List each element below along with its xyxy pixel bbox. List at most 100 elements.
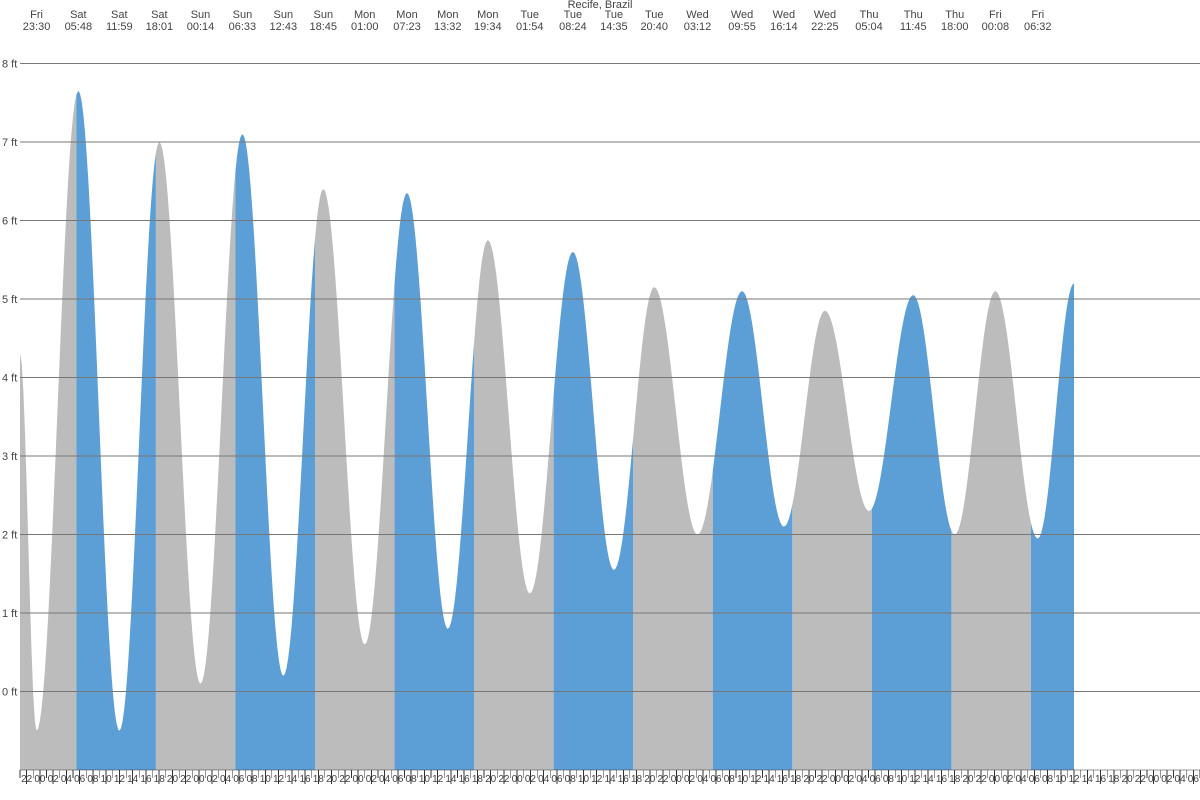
x-hour-label: 14 (764, 774, 776, 785)
x-hour-label: 18 (949, 774, 961, 785)
top-label-day: Sat (111, 9, 128, 21)
x-hour-label: 00 (989, 774, 1001, 785)
top-label-day: Sat (70, 9, 87, 21)
x-hour-label: 22 (21, 774, 33, 785)
x-hour-label: 18 (154, 774, 166, 785)
top-label-time: 05:04 (855, 21, 883, 33)
x-hour-label: 00 (1148, 774, 1160, 785)
top-label-time: 13:32 (434, 21, 462, 33)
top-label-day: Thu (860, 9, 879, 21)
top-label-time: 14:35 (600, 21, 628, 33)
top-label-day: Mon (354, 9, 375, 21)
x-hour-label: 16 (936, 774, 948, 785)
top-label-time: 22:25 (811, 21, 839, 33)
x-hour-label: 10 (737, 774, 749, 785)
x-hour-label: 08 (883, 774, 895, 785)
x-hour-label: 22 (339, 774, 351, 785)
x-hour-label: 02 (207, 774, 219, 785)
y-axis-label: 4 ft (2, 373, 17, 385)
x-hour-label: 22 (498, 774, 510, 785)
top-label-day: Sat (151, 9, 168, 21)
x-hour-label: 16 (299, 774, 311, 785)
top-label-time: 01:54 (516, 21, 544, 33)
x-hour-label: 18 (1108, 774, 1120, 785)
y-axis-label: 1 ft (2, 608, 17, 620)
x-hour-label: 06 (1188, 774, 1200, 785)
x-hour-label: 22 (817, 774, 829, 785)
x-hour-label: 14 (923, 774, 935, 785)
x-hour-label: 20 (326, 774, 338, 785)
top-label-day: Tue (645, 9, 664, 21)
top-label-day: Fri (989, 9, 1002, 21)
x-hour-label: 06 (233, 774, 245, 785)
x-hour-label: 10 (260, 774, 272, 785)
top-label-time: 11:59 (106, 21, 133, 33)
x-hour-label: 22 (1135, 774, 1147, 785)
x-hour-label: 02 (366, 774, 378, 785)
x-hour-label: 06 (74, 774, 86, 785)
x-hour-label: 06 (711, 774, 723, 785)
y-axis-label: 0 ft (2, 687, 17, 699)
top-label-day: Wed (814, 9, 836, 21)
x-hour-label: 02 (1161, 774, 1173, 785)
x-hour-label: 20 (644, 774, 656, 785)
top-label-time: 01:00 (351, 21, 379, 33)
x-hour-label: 12 (750, 774, 762, 785)
top-label-time: 19:34 (474, 21, 502, 33)
top-label-time: 07:23 (393, 21, 421, 33)
x-hour-label: 16 (459, 774, 471, 785)
x-hour-label: 18 (313, 774, 325, 785)
top-label-time: 00:08 (982, 21, 1010, 33)
x-hour-label: 16 (1095, 774, 1107, 785)
top-label-day: Sun (274, 9, 294, 21)
top-label-day: Mon (437, 9, 458, 21)
x-hour-label: 02 (684, 774, 696, 785)
x-hour-label: 22 (976, 774, 988, 785)
y-axis-label: 5 ft (2, 294, 17, 306)
x-hour-label: 20 (803, 774, 815, 785)
top-label-time: 12:43 (270, 21, 298, 33)
x-hour-label: 20 (167, 774, 179, 785)
top-label-day: Mon (477, 9, 498, 21)
x-hour-label: 06 (551, 774, 563, 785)
top-label-day: Fri (30, 9, 43, 21)
x-hour-label: 12 (1068, 774, 1080, 785)
x-hour-label: 00 (512, 774, 524, 785)
x-hour-label: 16 (777, 774, 789, 785)
y-axis-label: 6 ft (2, 216, 17, 228)
y-axis-label: 3 ft (2, 451, 17, 463)
x-hour-label: 12 (114, 774, 126, 785)
x-hour-label: 00 (671, 774, 683, 785)
x-hour-label: 14 (604, 774, 616, 785)
top-label-day: Tue (521, 9, 540, 21)
x-hour-label: 02 (48, 774, 60, 785)
x-hour-label: 04 (1175, 774, 1187, 785)
x-hour-label: 20 (485, 774, 497, 785)
x-hour-label: 08 (246, 774, 258, 785)
top-label-day: Sun (233, 9, 253, 21)
y-axis-label: 8 ft (2, 59, 17, 71)
tide-chart-svg: 0 ft1 ft2 ft3 ft4 ft5 ft6 ft7 ft8 ft2200… (0, 0, 1200, 800)
x-hour-label: 10 (419, 774, 431, 785)
x-hour-label: 04 (1015, 774, 1027, 785)
x-hour-label: 12 (591, 774, 603, 785)
x-hour-label: 00 (34, 774, 46, 785)
top-label-day: Tue (605, 9, 624, 21)
top-label-day: Fri (1031, 9, 1044, 21)
tide-chart: 0 ft1 ft2 ft3 ft4 ft5 ft6 ft7 ft8 ft2200… (0, 0, 1200, 800)
x-hour-label: 16 (618, 774, 630, 785)
top-label-time: 00:14 (187, 21, 215, 33)
x-hour-label: 14 (445, 774, 457, 785)
x-hour-label: 02 (843, 774, 855, 785)
x-hour-label: 08 (565, 774, 577, 785)
top-label-time: 09:55 (728, 21, 756, 33)
x-hour-label: 10 (101, 774, 113, 785)
x-hour-label: 20 (1122, 774, 1134, 785)
top-label-time: 16:14 (770, 21, 798, 33)
x-hour-label: 18 (631, 774, 643, 785)
top-label-day: Thu (904, 9, 923, 21)
top-label-time: 08:24 (559, 21, 587, 33)
x-hour-label: 00 (830, 774, 842, 785)
x-hour-label: 02 (1002, 774, 1014, 785)
x-hour-label: 12 (909, 774, 921, 785)
